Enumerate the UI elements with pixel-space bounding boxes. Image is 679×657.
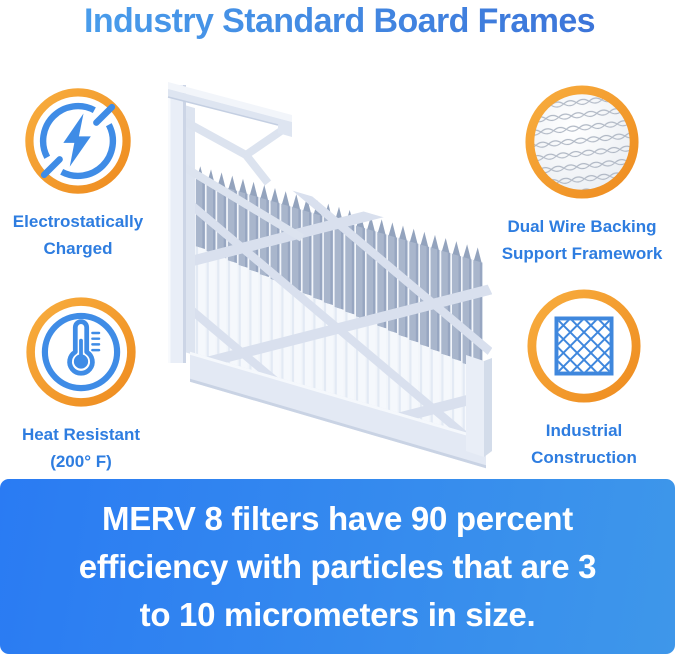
filter-frame xyxy=(167,82,492,457)
feature-label: Heat Resistant (200° F) xyxy=(22,421,140,475)
air-filter-illustration xyxy=(167,82,492,469)
feature-label-line2: Support Framework xyxy=(501,244,663,263)
feature-heat-resistant: Heat Resistant (200° F) xyxy=(3,295,159,475)
banner-line-2: efficiency with particles that are 3 xyxy=(78,547,597,585)
feature-label: Dual Wire Backing Support Framework xyxy=(502,213,663,267)
lightning-bolt-icon xyxy=(23,86,133,196)
page-title: Industry Standard Board Frames xyxy=(0,0,679,42)
feature-dual-wire-backing: Dual Wire Backing Support Framework xyxy=(494,83,670,267)
info-banner: MERV 8 filters have 90 percent efficienc… xyxy=(0,479,675,654)
banner-line-3: to 10 micrometers in size. xyxy=(139,595,536,633)
feature-label: Electrostatically Charged xyxy=(13,208,143,262)
thermometer-icon xyxy=(24,295,138,409)
feature-label-line1: Dual Wire Backing xyxy=(507,217,657,236)
feature-electrostatically-charged: Electrostatically Charged xyxy=(0,86,156,262)
feature-label: Industrial Construction xyxy=(531,417,637,471)
feature-label-line2: Charged xyxy=(43,239,113,258)
diamond-lattice-icon xyxy=(525,287,643,405)
feature-label-line1: Heat Resistant xyxy=(21,425,141,444)
wire-mesh-icon xyxy=(523,83,641,201)
banner-line-1: MERV 8 filters have 90 percent xyxy=(102,499,573,537)
banner-text: MERV 8 filters have 90 percent efficienc… xyxy=(78,495,597,639)
feature-label-line2: Construction xyxy=(531,448,637,467)
feature-label-line2: (200° F) xyxy=(50,452,112,471)
feature-industrial-construction: Industrial Construction xyxy=(497,287,671,471)
feature-label-line1: Industrial xyxy=(545,421,623,440)
feature-label-line1: Electrostatically xyxy=(12,212,144,231)
